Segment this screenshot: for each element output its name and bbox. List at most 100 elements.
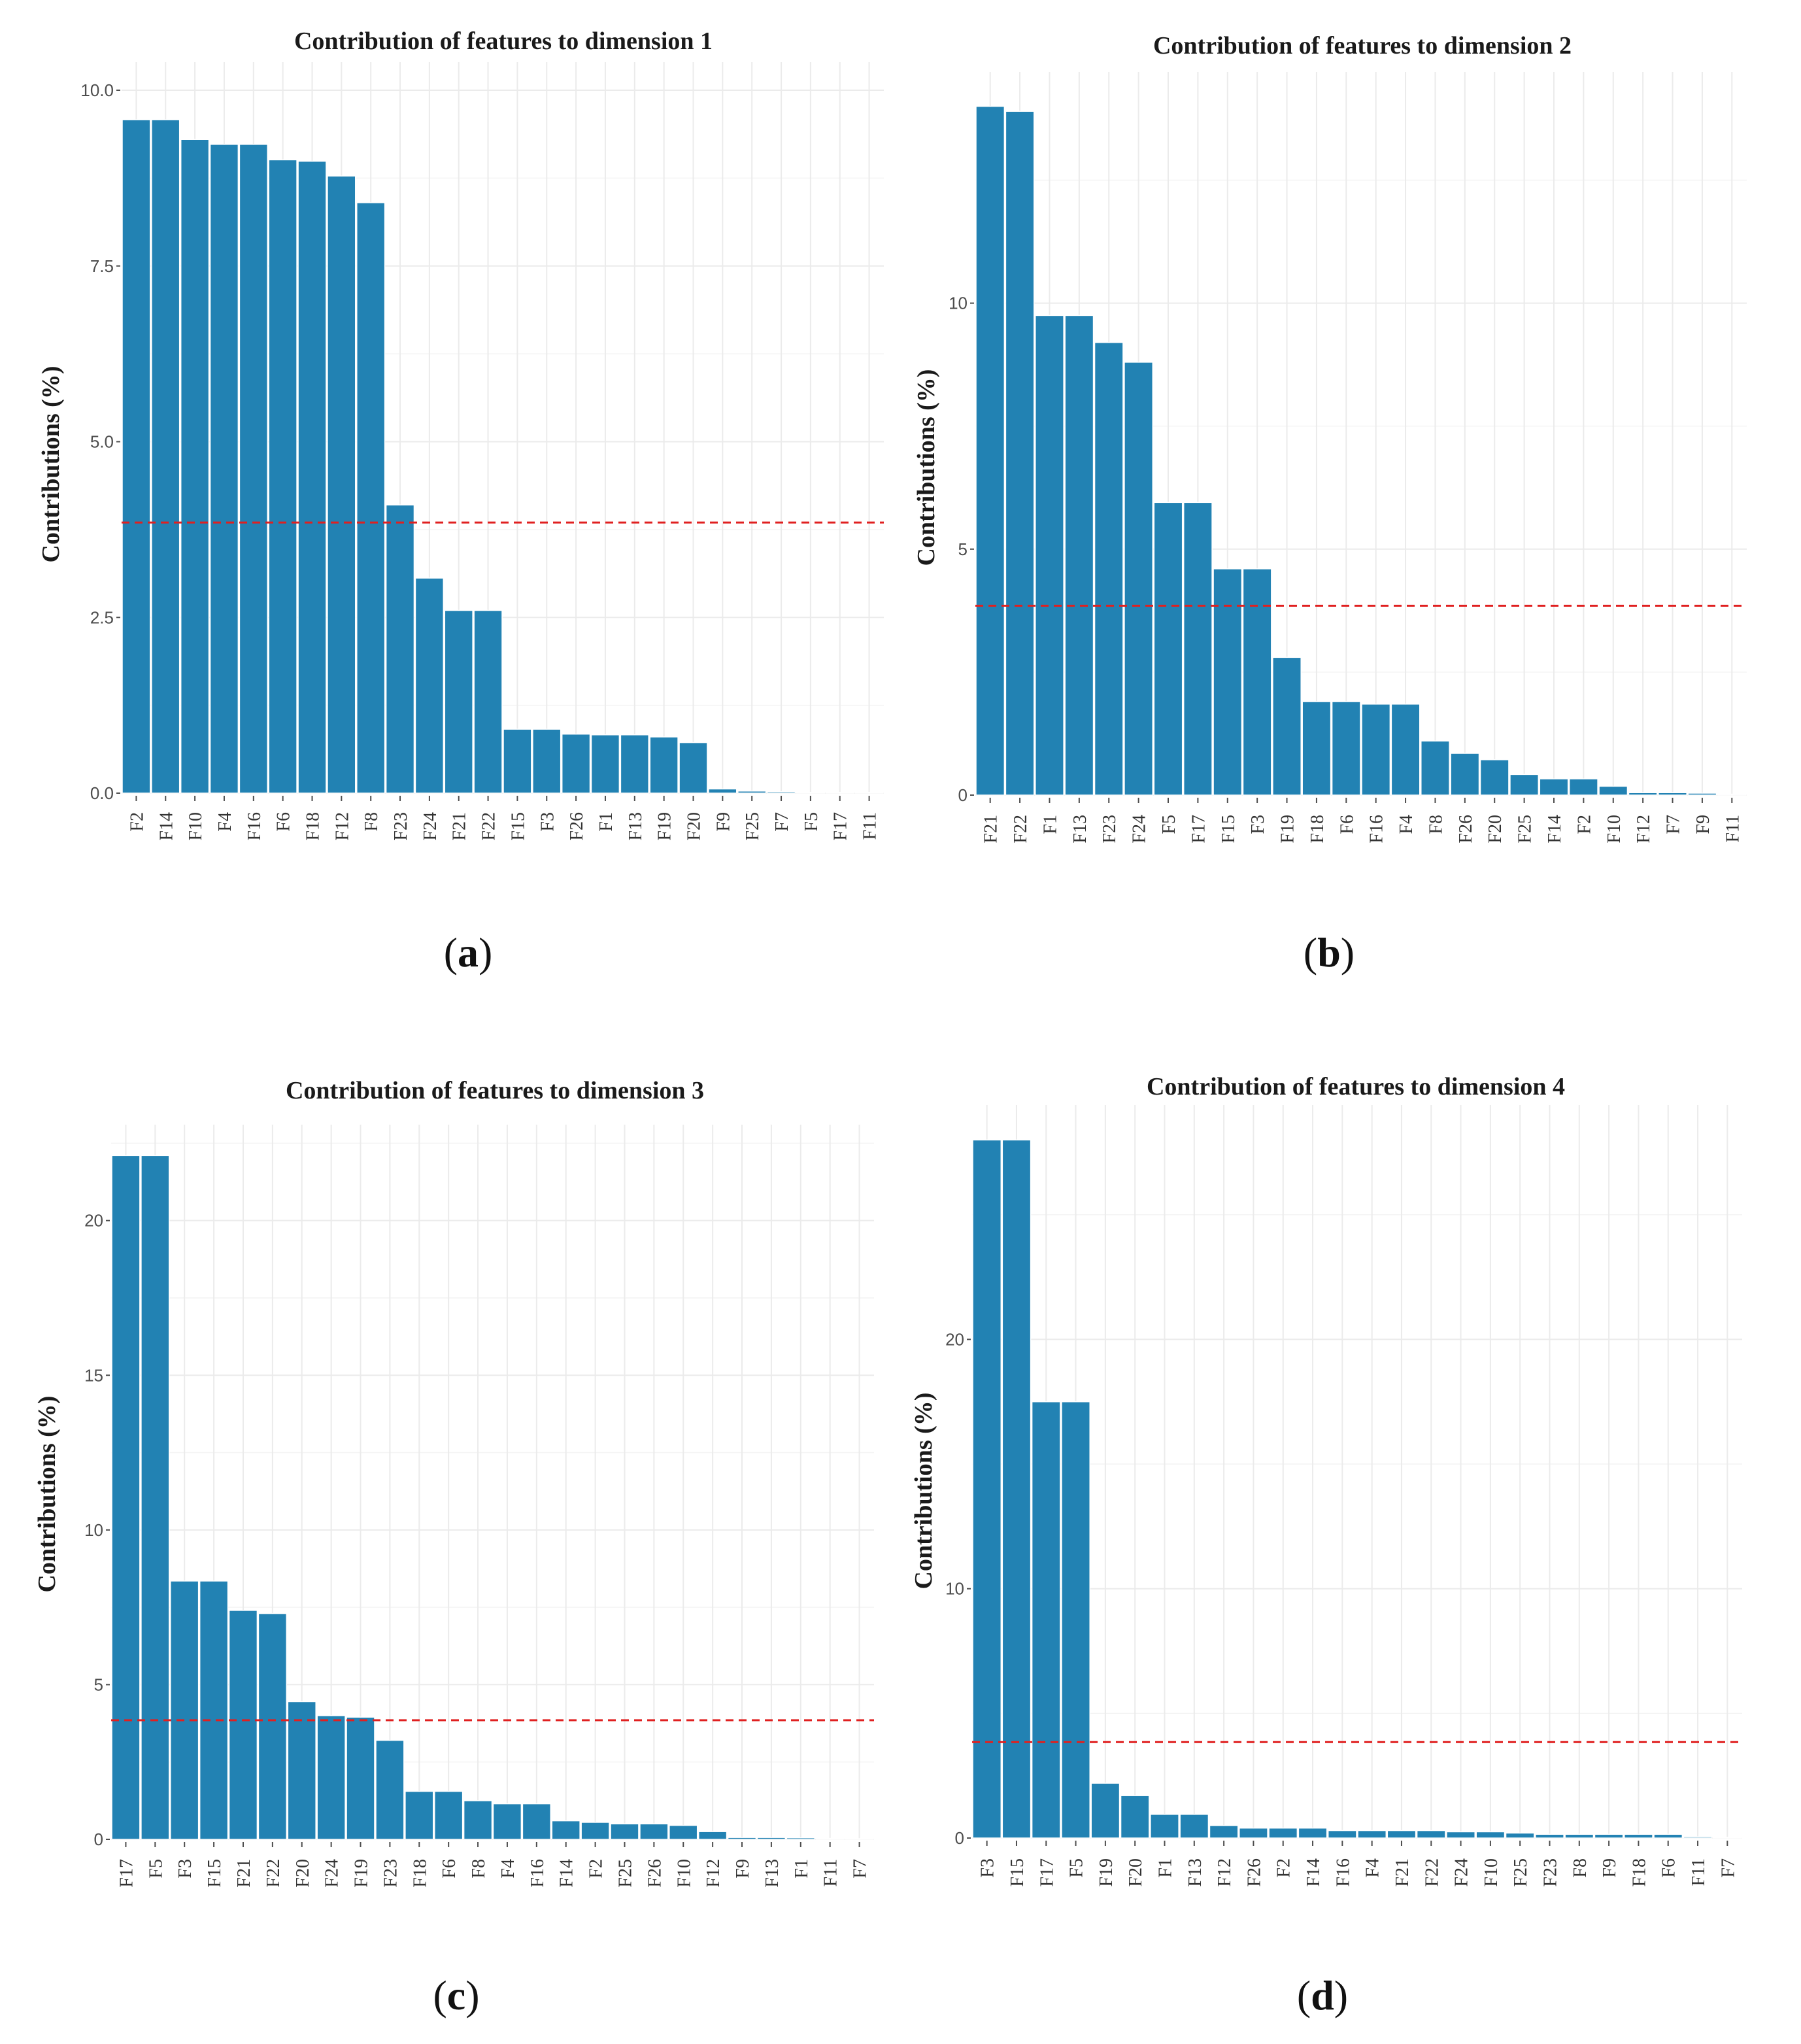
bar-F5: [1153, 502, 1183, 796]
x-category-label: F2: [1274, 1858, 1294, 1878]
x-category-label: F15: [1219, 815, 1239, 843]
x-category-label: F11: [821, 1859, 841, 1887]
x-category-label: F1: [596, 812, 616, 832]
x-category-label: F14: [1545, 815, 1565, 843]
bar-F19: [1090, 1782, 1120, 1839]
x-category-label: F18: [303, 812, 324, 841]
bars-d: [972, 1139, 1742, 1839]
bar-F17: [111, 1155, 141, 1840]
x-category-label: F5: [146, 1859, 166, 1879]
x-category-label: F8: [1426, 815, 1446, 834]
bar-F15: [199, 1580, 229, 1840]
bar-F20: [679, 741, 708, 794]
y-tick-label: 7.5: [90, 256, 114, 276]
x-category-label: F3: [978, 1858, 998, 1878]
y-tick-label: 10.0: [80, 80, 114, 100]
chart-panel-b: 0 5 10 F21 F22 F1 F13 F23 F24 F5 F17 F15 F3 F19 F18 F6 F…: [900, 0, 1801, 1020]
x-category-label: F7: [1718, 1858, 1738, 1878]
bar-F16: [239, 144, 268, 794]
bar-F11: [1717, 793, 1747, 796]
x-category-label: F20: [293, 1859, 313, 1888]
bar-F26: [1450, 753, 1480, 796]
x-category-label: F26: [1244, 1858, 1264, 1887]
x-category-label: F4: [1363, 1858, 1383, 1878]
bar-F18: [405, 1790, 434, 1840]
x-category-label: F21: [981, 815, 1001, 843]
x-category-label: F8: [362, 812, 382, 832]
x-category-label: F19: [1096, 1858, 1117, 1887]
x-category-label: F26: [567, 812, 587, 841]
x-category-label: F9: [1600, 1858, 1620, 1878]
chart-title: Contribution of features to dimension 2: [1153, 32, 1572, 60]
bar-F16: [1361, 704, 1391, 796]
y-tick-label: 2.5: [90, 607, 114, 627]
x-category-label: F25: [743, 812, 763, 841]
x-category-label: F24: [420, 812, 441, 841]
bar-F23: [375, 1739, 405, 1840]
bar-F5: [141, 1155, 170, 1840]
x-category-label: F12: [1215, 1858, 1235, 1887]
caption-b: (b): [1303, 929, 1355, 976]
bar-F19: [649, 736, 679, 794]
x-category-label: F21: [234, 1859, 254, 1888]
x-category-label: F12: [332, 812, 352, 841]
bar-F23: [1535, 1833, 1564, 1839]
chart-title: Contribution of features to dimension 3: [286, 1077, 704, 1104]
x-category-label: F17: [1188, 815, 1209, 843]
bar-F6: [433, 1790, 463, 1840]
bar-F25: [1505, 1832, 1535, 1839]
bar-F26: [1239, 1827, 1268, 1839]
x-category-label: F9: [733, 1859, 753, 1879]
x-category-label: F22: [1422, 1858, 1442, 1887]
chart-panel-c: 0 5 10 15 20 F17 F5 F3 F15 F21 F22 F20 F24 F19 F23 F18 F…: [0, 1046, 900, 2044]
bar-F1: [786, 1837, 815, 1840]
y-axis-label: Contributions (%): [910, 1393, 937, 1590]
y-tick-label: 20: [84, 1211, 103, 1231]
bar-F12: [327, 175, 356, 794]
x-category-label: F22: [479, 812, 499, 841]
chart-d: 0 10 20 F3 F15 F17 F5 F19 F20 F1 F13 F12 F26 F2 F14 F16…: [910, 1073, 1742, 1887]
bar-F18: [1302, 701, 1332, 796]
x-category-label: F14: [1304, 1858, 1324, 1887]
bar-F18: [1624, 1833, 1653, 1839]
bar-F8: [1421, 740, 1450, 796]
bar-F9: [708, 788, 737, 794]
x-category-label: F9: [713, 812, 733, 832]
x-category-label: F12: [1634, 815, 1654, 843]
x-category-label: F5: [801, 812, 822, 832]
x-category-label: F3: [537, 812, 558, 832]
bar-F13: [1064, 315, 1094, 796]
bar-F3: [532, 728, 562, 794]
bar-F11: [854, 792, 884, 794]
x-category-label: F10: [674, 1859, 694, 1888]
x-category-label: F5: [1067, 1858, 1087, 1878]
x-category-label: F2: [586, 1859, 607, 1879]
bars-c: [111, 1155, 874, 1840]
x-category-label: F5: [1159, 815, 1179, 834]
bar-F22: [258, 1612, 288, 1840]
x-category-label: F26: [645, 1859, 665, 1888]
y-tick-label: 20: [945, 1329, 964, 1349]
x-category-label: F16: [244, 812, 265, 841]
x-category-label: F9: [1693, 815, 1713, 834]
bar-F22: [473, 609, 503, 794]
x-category-label: F10: [1604, 815, 1624, 843]
x-category-label: F23: [1100, 815, 1120, 843]
bar-F12: [1628, 792, 1658, 796]
bar-F24: [414, 577, 445, 794]
y-tick-label: 15: [84, 1365, 103, 1385]
x-category-label: F13: [1070, 815, 1090, 843]
x-category-label: F24: [1452, 1858, 1472, 1887]
bar-F1: [1035, 315, 1064, 796]
bar-F5: [796, 792, 826, 794]
bar-F24: [316, 1714, 346, 1840]
x-category-label: F20: [1485, 815, 1506, 843]
bar-F8: [1564, 1833, 1594, 1839]
chart-title: Contribution of features to dimension 4: [1147, 1073, 1565, 1100]
bar-F20: [287, 1701, 316, 1840]
x-category-label: F16: [1367, 815, 1387, 843]
x-category-label: F16: [1333, 1858, 1353, 1887]
x-category-label: F19: [352, 1859, 372, 1888]
bar-F14: [1298, 1827, 1328, 1839]
x-category-label: F25: [615, 1859, 635, 1888]
